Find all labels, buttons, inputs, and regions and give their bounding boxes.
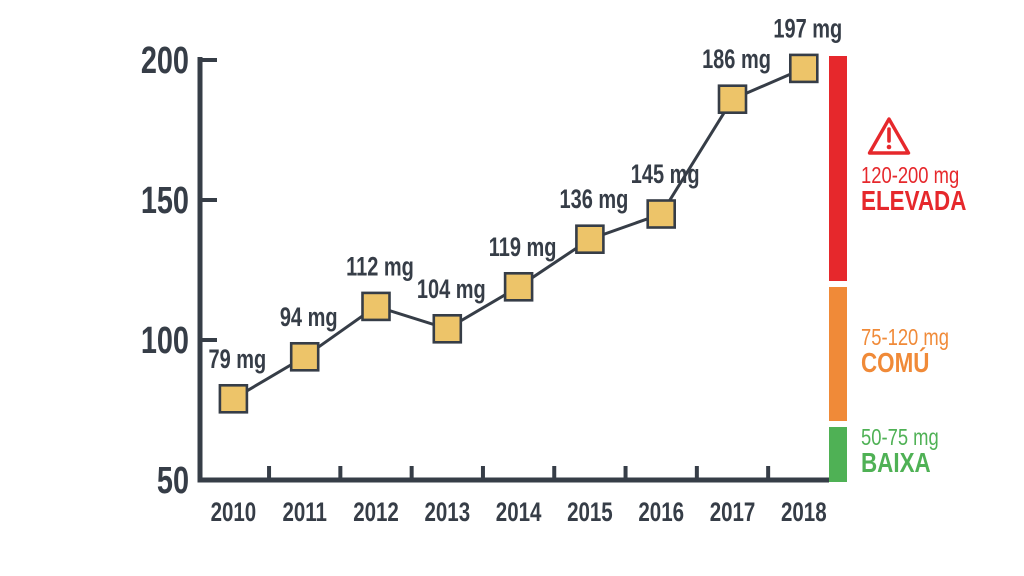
- x-tick-label: 2013: [424, 497, 470, 527]
- x-tick-label: 2014: [496, 497, 542, 527]
- data-point-label: 119 mg: [489, 232, 557, 263]
- data-point-label: 79 mg: [209, 344, 267, 375]
- y-tick-label: 200: [141, 39, 189, 82]
- x-tick-label: 2018: [781, 497, 827, 527]
- legend-label-comu: COMÚ: [861, 347, 930, 378]
- data-point-marker: [432, 313, 463, 344]
- data-point-label: 104 mg: [417, 274, 486, 305]
- data-point-marker: [717, 84, 748, 114]
- x-tick-label: 2010: [211, 497, 257, 527]
- legend-zone-comu: 75-120 mg COMÚ: [861, 325, 949, 377]
- y-tick-label: 150: [141, 179, 189, 222]
- data-point-marker: [289, 341, 320, 372]
- risk-bar-comu: [829, 287, 847, 421]
- risk-bar-elevada: [829, 56, 847, 281]
- data-point-label: 136 mg: [559, 184, 628, 215]
- data-point-label: 186 mg: [702, 44, 771, 75]
- legend-range-comu: 75-120 mg: [861, 324, 949, 350]
- data-point-label: 94 mg: [280, 302, 338, 333]
- x-tick-label: 2011: [282, 497, 326, 527]
- data-point-label: 112 mg: [346, 252, 414, 283]
- legend-range-baixa: 50-75 mg: [861, 424, 939, 450]
- data-point-marker: [788, 53, 819, 84]
- data-point-label: 197 mg: [773, 14, 842, 45]
- data-point-marker: [575, 224, 605, 254]
- data-point-marker: [361, 291, 391, 322]
- data-point-label: 145 mg: [631, 159, 700, 190]
- y-tick-label: 100: [141, 319, 189, 362]
- x-tick-label: 2015: [567, 497, 613, 527]
- data-point-marker: [218, 383, 249, 414]
- x-tick-label: 2012: [353, 497, 399, 527]
- x-tick-label: 2016: [638, 497, 684, 527]
- legend-label-elevada: ELEVADA: [861, 185, 967, 216]
- warning-triangle-icon: [867, 117, 911, 155]
- y-tick-label: 50: [157, 459, 189, 502]
- risk-bar-baixa: [829, 427, 847, 482]
- legend-range-elevada: 120-200 mg: [861, 162, 960, 188]
- data-point-marker: [646, 199, 677, 229]
- x-tick-label: 2017: [710, 497, 756, 527]
- legend-label-baixa: BAIXA: [861, 447, 931, 478]
- data-point-marker: [503, 271, 534, 302]
- legend-zone-elevada: 120-200 mg ELEVADA: [861, 163, 966, 215]
- axes: [197, 57, 829, 483]
- legend-zone-baixa: 50-75 mg BAIXA: [861, 425, 939, 477]
